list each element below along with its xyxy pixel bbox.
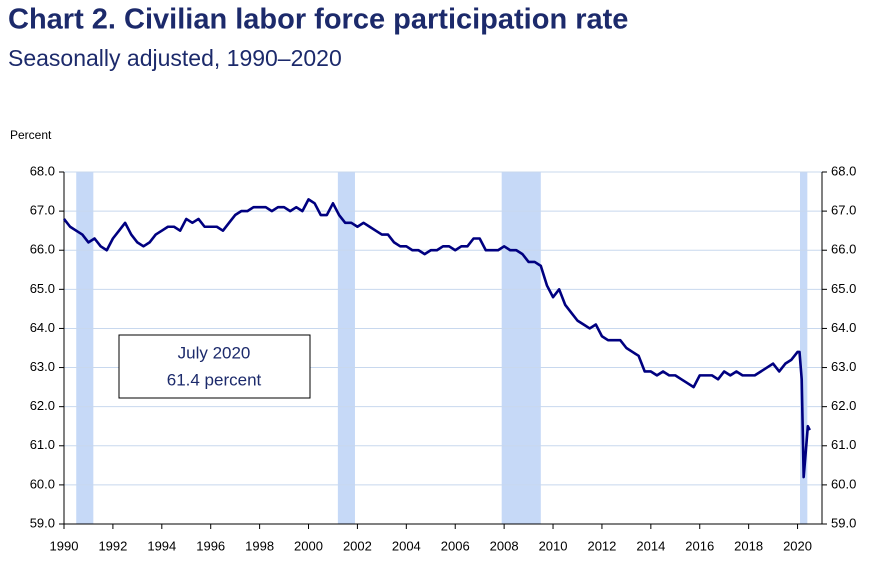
x-tick-label: 2016: [685, 538, 714, 553]
y-tick-label: 60.0: [30, 476, 55, 491]
y-tick-label: 64.0: [30, 320, 55, 335]
y2-tick-label: 62.0: [831, 398, 856, 413]
x-tick-label: 1996: [196, 538, 225, 553]
recession-band: [799, 172, 808, 524]
x-tick-label: 1998: [245, 538, 274, 553]
y-tick-label: 67.0: [30, 203, 55, 218]
x-tick-label: 2004: [392, 538, 421, 553]
annotation-text: 61.4 percent: [167, 370, 262, 389]
y-tick-label: 66.0: [30, 242, 55, 257]
y2-tick-label: 59.0: [831, 515, 856, 530]
x-tick-label: 2020: [783, 538, 812, 553]
recession-band: [501, 172, 541, 524]
annotation-box: [118, 334, 311, 399]
x-tick-label: 2000: [294, 538, 323, 553]
chart-title: Chart 2. Civilian labor force participat…: [8, 4, 628, 36]
y-axis-label: Percent: [10, 128, 52, 142]
x-tick-label: 2018: [734, 538, 763, 553]
y2-tick-label: 61.0: [831, 437, 856, 452]
y2-tick-label: 60.0: [831, 476, 856, 491]
grid: [64, 171, 822, 525]
y-tick-label: 68.0: [30, 163, 55, 178]
x-tick-label: 2006: [441, 538, 470, 553]
y2-tick-label: 65.0: [831, 281, 856, 296]
x-tick-label: 2010: [539, 538, 568, 553]
y2-tick-label: 64.0: [831, 320, 856, 335]
x-tick-label: 2014: [636, 538, 665, 553]
x-tick-label: 2008: [490, 538, 519, 553]
x-tick-label: 1992: [98, 538, 127, 553]
chart-subtitle: Seasonally adjusted, 1990–2020: [8, 45, 342, 71]
data-line: [62, 198, 811, 479]
annotation-text: July 2020: [178, 343, 251, 362]
x-tick-label: 2012: [587, 538, 616, 553]
y2-tick-label: 66.0: [831, 242, 856, 257]
y-tick-label: 59.0: [30, 515, 55, 530]
y2-tick-label: 67.0: [831, 203, 856, 218]
y-tick-label: 62.0: [30, 398, 55, 413]
recession-band: [76, 172, 94, 524]
x-tick-label: 1994: [147, 538, 176, 553]
x-tick-label: 2002: [343, 538, 372, 553]
y2-tick-label: 68.0: [831, 163, 856, 178]
y-tick-label: 63.0: [30, 359, 55, 374]
recession-band: [337, 172, 355, 524]
y-tick-label: 61.0: [30, 437, 55, 452]
recessions: [76, 172, 808, 524]
y2-tick-label: 63.0: [831, 359, 856, 374]
x-tick-label: 1990: [50, 538, 79, 553]
y-tick-label: 65.0: [30, 281, 55, 296]
